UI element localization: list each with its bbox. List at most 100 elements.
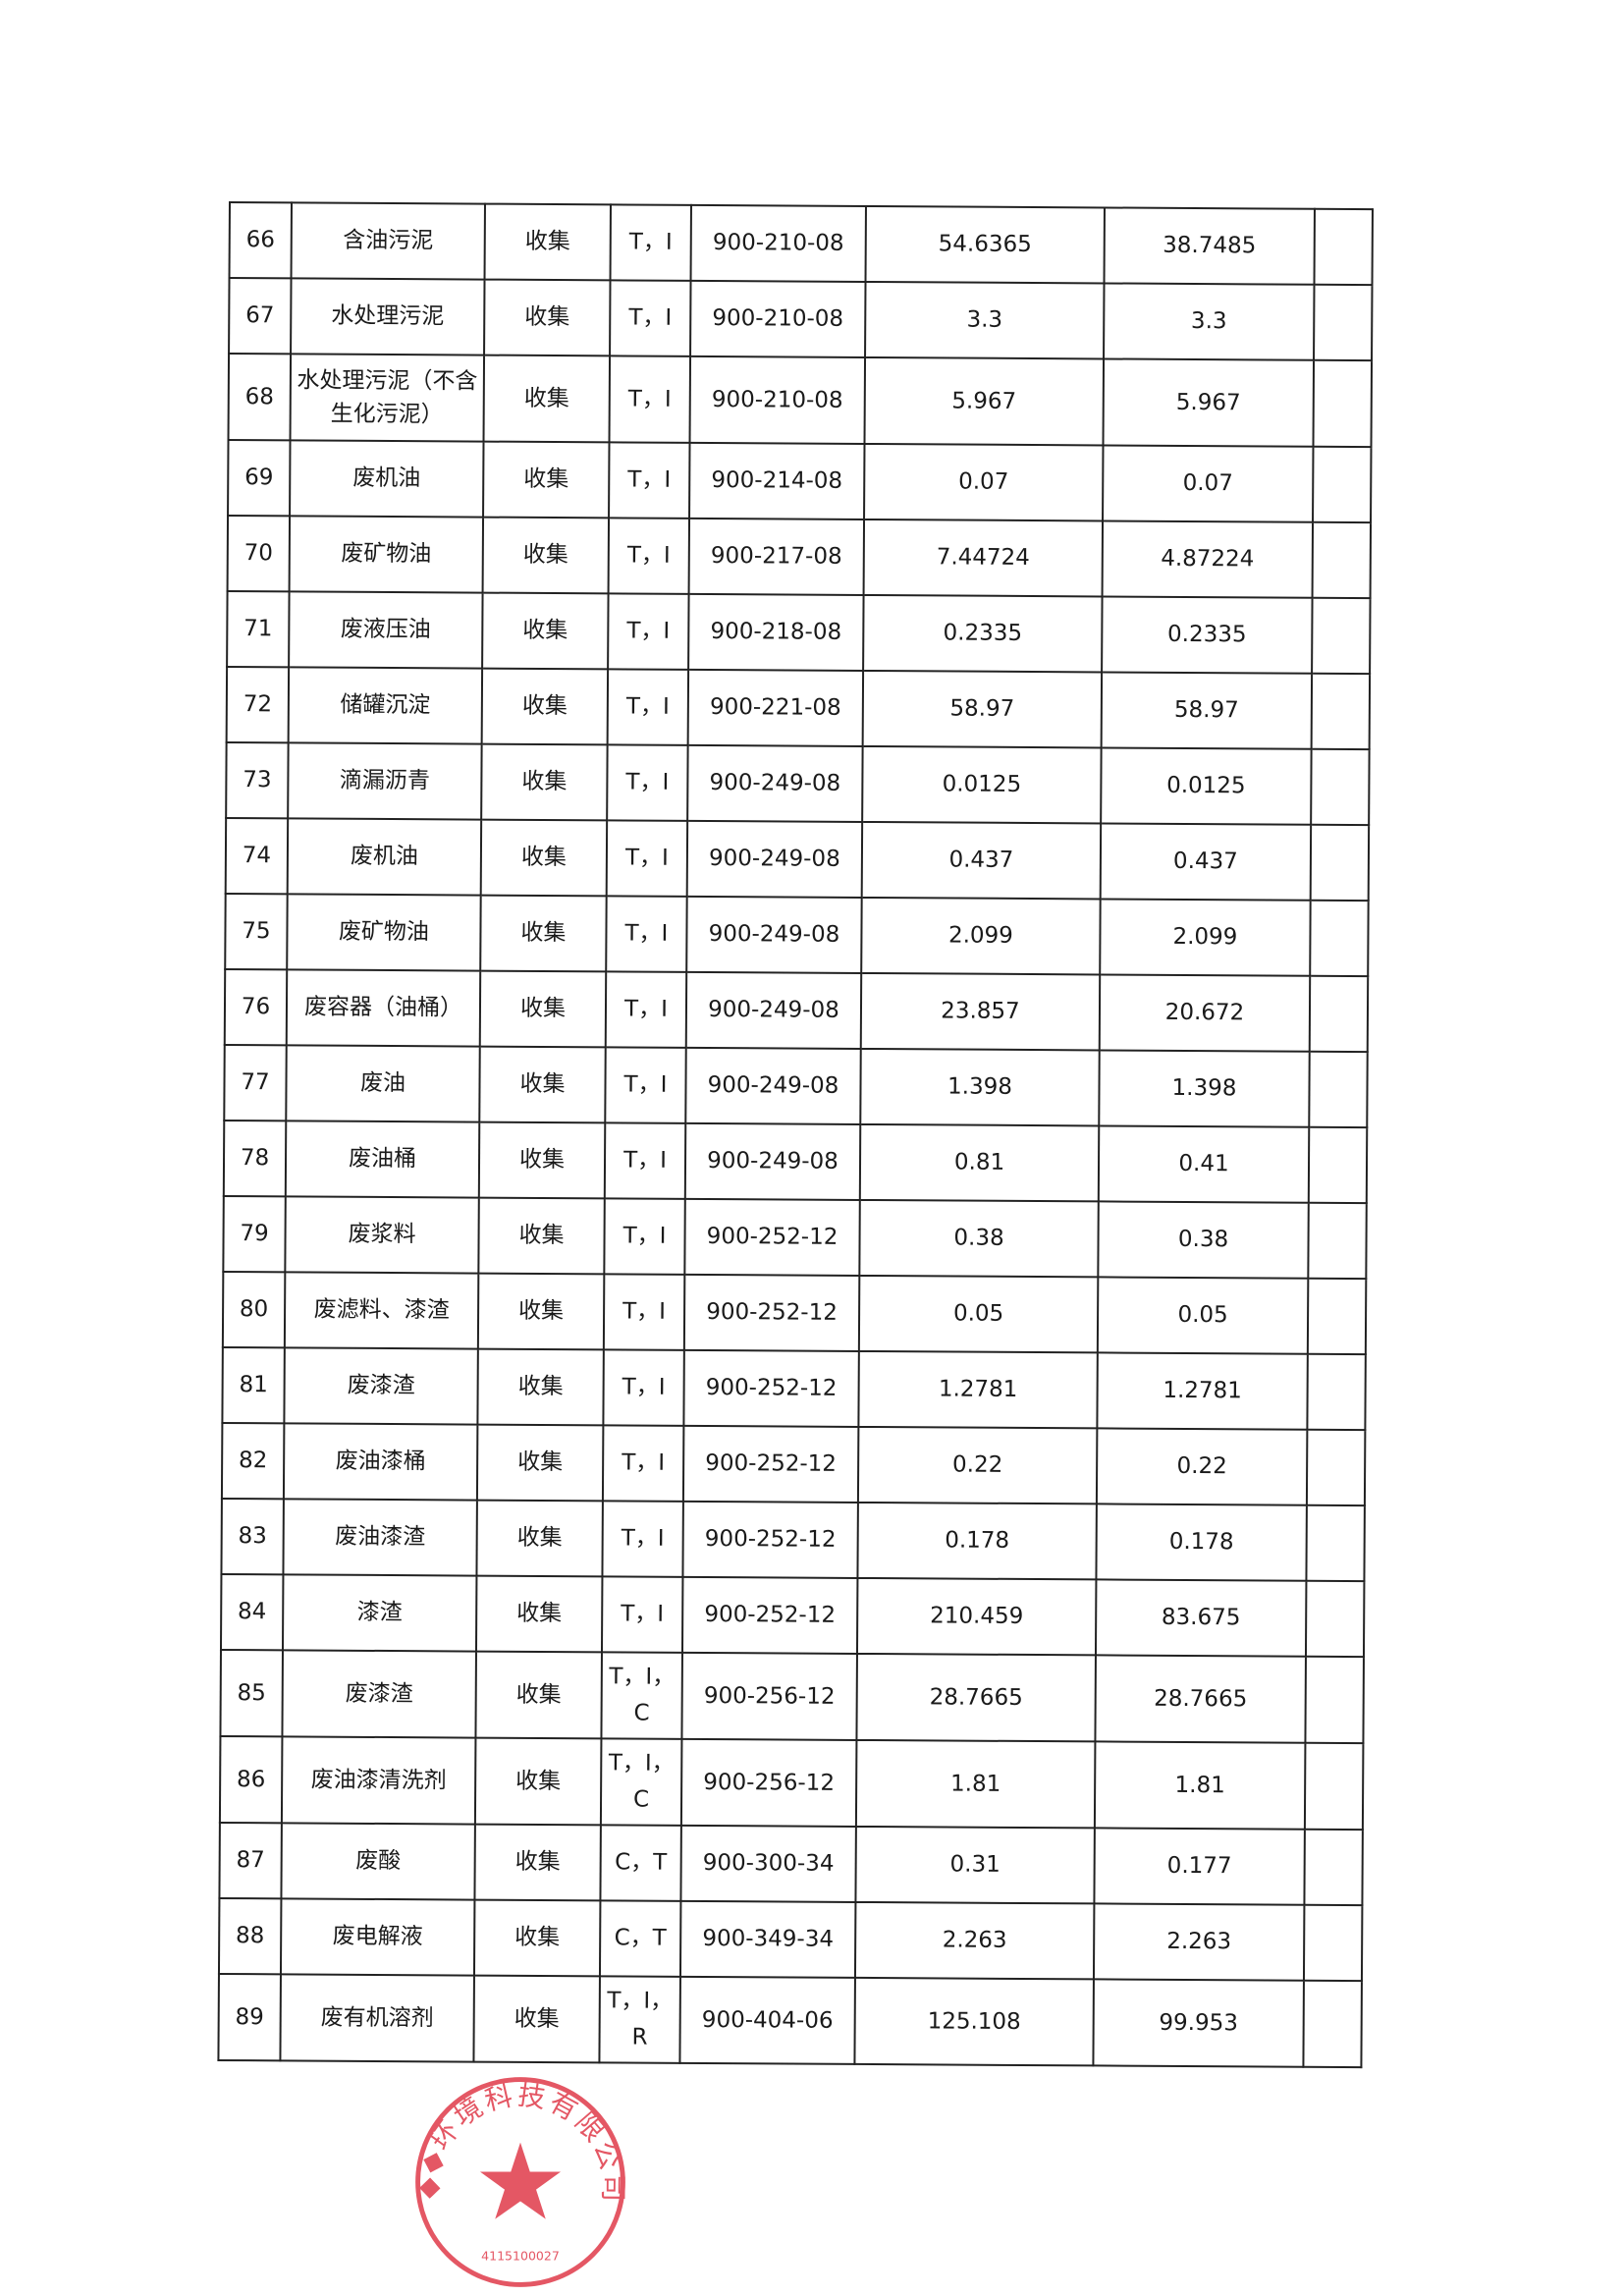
handling-method-cell: 收集 xyxy=(476,1424,604,1502)
row-number-cell: 73 xyxy=(226,741,289,819)
remark-cell xyxy=(1304,1829,1363,1906)
table-row: 69 废机油 收集 T，I 900-214-08 0.07 0.07 xyxy=(228,440,1372,523)
waste-name-cell: 储罐沉淀 xyxy=(288,667,483,744)
remark-cell xyxy=(1312,521,1372,599)
handling-method-cell: 收集 xyxy=(481,743,608,821)
waste-code-cell: 900-249-08 xyxy=(685,1047,861,1124)
quantity-2-cell: 58.97 xyxy=(1101,672,1313,749)
remark-cell xyxy=(1305,1656,1364,1744)
waste-code-cell: 900-249-08 xyxy=(686,820,863,898)
quantity-2-cell: 1.81 xyxy=(1094,1741,1306,1830)
quantity-1-cell: 0.22 xyxy=(857,1426,1098,1504)
quantity-1-cell: 54.6365 xyxy=(865,205,1105,284)
row-number-cell: 74 xyxy=(225,817,289,895)
quantity-2-cell: 1.2781 xyxy=(1097,1352,1308,1430)
table-row: 77 废油 收集 T，I 900-249-08 1.398 1.398 xyxy=(224,1044,1368,1128)
quantity-2-cell: 0.2335 xyxy=(1102,596,1313,674)
quantity-1-cell: 0.31 xyxy=(855,1826,1095,1904)
waste-code-cell: 900-252-12 xyxy=(683,1274,860,1351)
waste-code-cell: 900-221-08 xyxy=(687,669,864,746)
waste-name-cell: 废漆渣 xyxy=(284,1347,478,1425)
waste-code-cell: 900-256-12 xyxy=(681,1652,857,1740)
remark-cell xyxy=(1313,446,1372,523)
quantity-1-cell: 28.7665 xyxy=(856,1653,1096,1742)
hazard-characteristic-cell: T，I xyxy=(602,1425,684,1502)
row-number-cell: 67 xyxy=(229,278,292,355)
quantity-1-cell: 125.108 xyxy=(854,1977,1094,2066)
quantity-1-cell: 1.81 xyxy=(855,1739,1096,1829)
quantity-1-cell: 0.437 xyxy=(861,821,1102,900)
table-row: 76 废容器（油桶） 收集 T，I 900-249-08 23.857 20.672 xyxy=(224,968,1369,1053)
hazard-characteristic-cell: C，T xyxy=(600,1825,681,1901)
quantity-2-cell: 0.437 xyxy=(1100,823,1312,901)
row-number-cell: 81 xyxy=(222,1346,285,1424)
waste-code-cell: 900-218-08 xyxy=(688,593,864,671)
handling-method-cell: 收集 xyxy=(477,1348,604,1426)
row-number-cell: 87 xyxy=(219,1822,282,1899)
handling-method-cell: 收集 xyxy=(474,1824,601,1901)
waste-name-cell: 水处理污泥（不含生化污泥） xyxy=(290,354,485,442)
remark-cell xyxy=(1308,1202,1367,1280)
table-row: 83 废油漆渣 收集 T，I 900-252-12 0.178 0.178 xyxy=(221,1498,1365,1582)
hazard-characteristic-cell: T，I xyxy=(604,1122,686,1199)
table-row: 79 废浆料 收集 T，I 900-252-12 0.38 0.38 xyxy=(223,1195,1367,1280)
handling-method-cell: 收集 xyxy=(479,1046,606,1123)
waste-name-cell: 废酸 xyxy=(281,1823,475,1900)
table-row: 74 废机油 收集 T，I 900-249-08 0.437 0.437 xyxy=(225,817,1370,902)
waste-name-cell: 废浆料 xyxy=(285,1196,479,1274)
hazard-characteristic-cell: T，I xyxy=(606,820,688,897)
remark-cell xyxy=(1305,1580,1365,1658)
quantity-2-cell: 99.953 xyxy=(1093,1979,1304,2067)
table-row: 82 废油漆桶 收集 T，I 900-252-12 0.22 0.22 xyxy=(221,1422,1366,1506)
hazard-characteristic-cell: T，I xyxy=(604,1198,685,1275)
hazard-characteristic-cell: T，I xyxy=(601,1576,683,1653)
handling-method-cell: 收集 xyxy=(475,1575,603,1653)
svg-text:◆◆环境科技有限公司: ◆◆环境科技有限公司 xyxy=(412,2078,628,2204)
row-number-cell: 77 xyxy=(224,1044,287,1121)
remark-cell xyxy=(1311,673,1371,750)
waste-name-cell: 废油漆渣 xyxy=(283,1499,477,1576)
waste-code-cell: 900-210-08 xyxy=(690,280,866,357)
quantity-1-cell: 2.099 xyxy=(861,897,1101,975)
quantity-1-cell: 0.2335 xyxy=(863,594,1103,673)
table-row: 72 储罐沉淀 收集 T，I 900-221-08 58.97 58.97 xyxy=(226,666,1371,750)
hazard-characteristic-cell: C，T xyxy=(599,1900,681,1977)
waste-code-cell: 900-404-06 xyxy=(679,1976,855,2064)
waste-name-cell: 水处理污泥 xyxy=(291,278,485,355)
table-row: 89 废有机溶剂 收集 T，I，R 900-404-06 125.108 99.953 xyxy=(218,1973,1362,2068)
table-row: 87 废酸 收集 C，T 900-300-34 0.31 0.177 xyxy=(219,1822,1363,1906)
waste-name-cell: 废油漆清洗剂 xyxy=(281,1736,476,1825)
waste-name-cell: 废油桶 xyxy=(285,1121,480,1198)
waste-code-cell: 900-349-34 xyxy=(679,1900,856,1978)
table-row: 68 水处理污泥（不含生化污泥） 收集 T，I 900-210-08 5.967 5.967 xyxy=(228,354,1373,448)
waste-code-cell: 900-249-08 xyxy=(687,744,863,822)
waste-name-cell: 含油污泥 xyxy=(291,202,485,280)
quantity-2-cell: 0.177 xyxy=(1094,1828,1305,1905)
quantity-2-cell: 4.87224 xyxy=(1102,520,1314,598)
row-number-cell: 80 xyxy=(222,1271,286,1348)
table-row: 75 废矿物油 收集 T，I 900-249-08 2.099 2.099 xyxy=(225,893,1369,977)
quantity-1-cell: 1.2781 xyxy=(858,1350,1098,1429)
handling-method-cell: 收集 xyxy=(473,1899,601,1977)
waste-code-cell: 900-252-12 xyxy=(683,1349,859,1427)
waste-code-cell: 900-252-12 xyxy=(682,1501,858,1578)
waste-name-cell: 废机油 xyxy=(290,440,484,518)
handling-method-cell: 收集 xyxy=(482,517,610,594)
row-number-cell: 71 xyxy=(227,590,290,668)
table-row: 73 滴漏沥青 收集 T，I 900-249-08 0.0125 0.0125 xyxy=(226,741,1370,826)
row-number-cell: 86 xyxy=(219,1735,283,1824)
waste-code-cell: 900-217-08 xyxy=(688,518,865,595)
hazard-characteristic-cell: T，I xyxy=(608,593,689,670)
quantity-1-cell: 2.263 xyxy=(854,1901,1095,1980)
waste-code-cell: 900-214-08 xyxy=(689,442,865,519)
company-seal: ◆◆环境科技有限公司 4115100027 xyxy=(412,2077,628,2287)
row-number-cell: 82 xyxy=(221,1422,285,1500)
row-number-cell: 70 xyxy=(227,516,291,592)
table-row: 81 废漆渣 收集 T，I 900-252-12 1.2781 1.2781 xyxy=(222,1346,1366,1431)
waste-name-cell: 废滤料、漆渣 xyxy=(284,1272,479,1349)
remark-cell xyxy=(1310,824,1370,902)
quantity-2-cell: 2.263 xyxy=(1093,1903,1305,1981)
table-row: 84 漆渣 收集 T，I 900-252-12 210.459 83.675 xyxy=(220,1573,1365,1658)
row-number-cell: 83 xyxy=(221,1498,284,1575)
waste-name-cell: 废有机溶剂 xyxy=(280,1974,474,2062)
